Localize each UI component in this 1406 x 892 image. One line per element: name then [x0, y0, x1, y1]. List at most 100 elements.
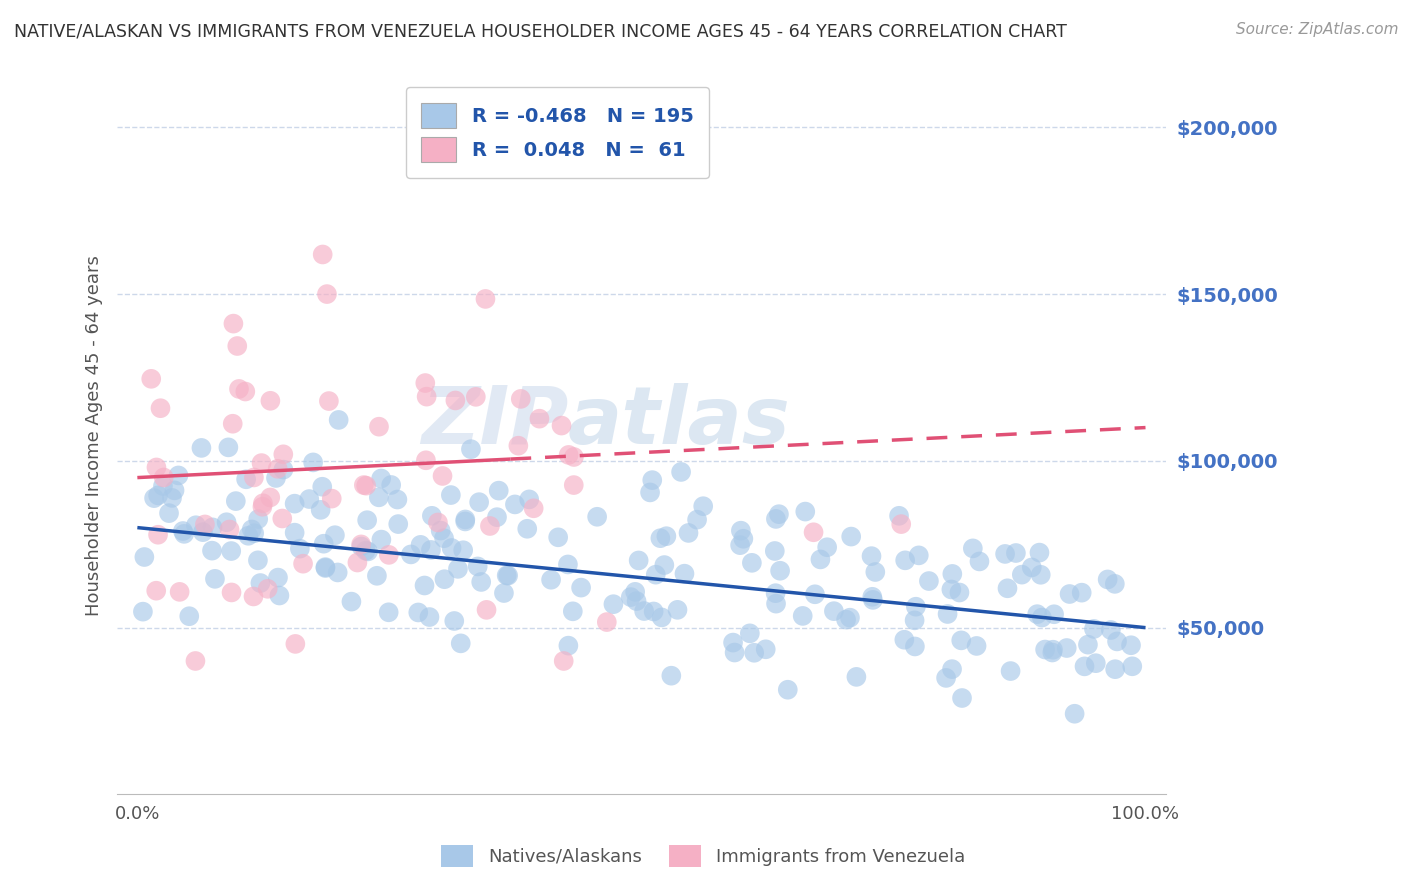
Point — [321, 491, 343, 506]
Point — [994, 547, 1017, 561]
Point — [997, 582, 1019, 596]
Point — [721, 635, 744, 649]
Point — [447, 562, 470, 576]
Text: atlas: atlas — [568, 383, 790, 460]
Point — [503, 497, 526, 511]
Point — [529, 411, 551, 425]
Point — [1119, 638, 1142, 652]
Point — [742, 646, 765, 660]
Point — [454, 515, 477, 529]
Point — [316, 287, 339, 301]
Point — [1042, 642, 1064, 657]
Point — [557, 558, 579, 572]
Point — [862, 593, 884, 607]
Point — [1070, 585, 1092, 599]
Point — [769, 564, 792, 578]
Point — [235, 472, 257, 486]
Point — [179, 609, 201, 624]
Point — [1104, 662, 1126, 676]
Point — [553, 654, 575, 668]
Point — [776, 682, 799, 697]
Point — [145, 460, 167, 475]
Point — [256, 582, 278, 596]
Point — [669, 465, 692, 479]
Point — [328, 413, 350, 427]
Point — [1077, 638, 1099, 652]
Point — [368, 419, 391, 434]
Point — [948, 585, 970, 599]
Point — [215, 515, 238, 529]
Point — [243, 526, 266, 541]
Point — [318, 394, 340, 409]
Point — [1121, 659, 1143, 673]
Point — [596, 615, 619, 629]
Point — [247, 512, 270, 526]
Point — [733, 532, 755, 546]
Point — [904, 599, 927, 614]
Point — [242, 590, 264, 604]
Point — [292, 557, 315, 571]
Point — [966, 639, 988, 653]
Point — [508, 439, 530, 453]
Point — [730, 524, 752, 538]
Point — [654, 558, 676, 572]
Point — [1033, 642, 1056, 657]
Point — [267, 462, 290, 476]
Point — [312, 247, 335, 261]
Point — [409, 538, 432, 552]
Point — [399, 548, 422, 562]
Point — [839, 610, 862, 624]
Point — [907, 549, 929, 563]
Point — [406, 606, 429, 620]
Point — [432, 469, 454, 483]
Point — [353, 478, 375, 492]
Point — [219, 544, 242, 558]
Point — [692, 499, 714, 513]
Point — [194, 517, 217, 532]
Point — [918, 574, 941, 588]
Point — [413, 376, 436, 390]
Point — [659, 668, 682, 682]
Point — [273, 462, 295, 476]
Point — [413, 578, 436, 592]
Point — [323, 528, 346, 542]
Point — [1084, 656, 1107, 670]
Point — [475, 603, 498, 617]
Point — [741, 556, 763, 570]
Point — [426, 516, 449, 530]
Point — [468, 495, 491, 509]
Point — [267, 571, 290, 585]
Point — [755, 642, 778, 657]
Point — [146, 527, 169, 541]
Point — [1040, 646, 1063, 660]
Point — [201, 520, 224, 534]
Point — [517, 492, 540, 507]
Point — [860, 549, 883, 563]
Point — [678, 525, 700, 540]
Point — [433, 531, 456, 545]
Point — [810, 552, 832, 566]
Point — [845, 670, 868, 684]
Point — [1005, 546, 1028, 560]
Point — [309, 503, 332, 517]
Point — [429, 524, 451, 538]
Point — [655, 529, 678, 543]
Point — [184, 654, 207, 668]
Point — [454, 512, 477, 526]
Point — [638, 485, 661, 500]
Point — [673, 566, 696, 581]
Point — [420, 508, 443, 523]
Point — [624, 584, 647, 599]
Point — [540, 573, 562, 587]
Point — [586, 509, 609, 524]
Point — [378, 548, 401, 562]
Point — [557, 448, 579, 462]
Point — [492, 586, 515, 600]
Point — [217, 441, 239, 455]
Y-axis label: Householder Income Ages 45 - 64 years: Householder Income Ages 45 - 64 years — [86, 255, 103, 616]
Point — [470, 574, 492, 589]
Point — [415, 453, 437, 467]
Point — [340, 594, 363, 608]
Text: Source: ZipAtlas.com: Source: ZipAtlas.com — [1236, 22, 1399, 37]
Text: ZIP: ZIP — [420, 383, 568, 460]
